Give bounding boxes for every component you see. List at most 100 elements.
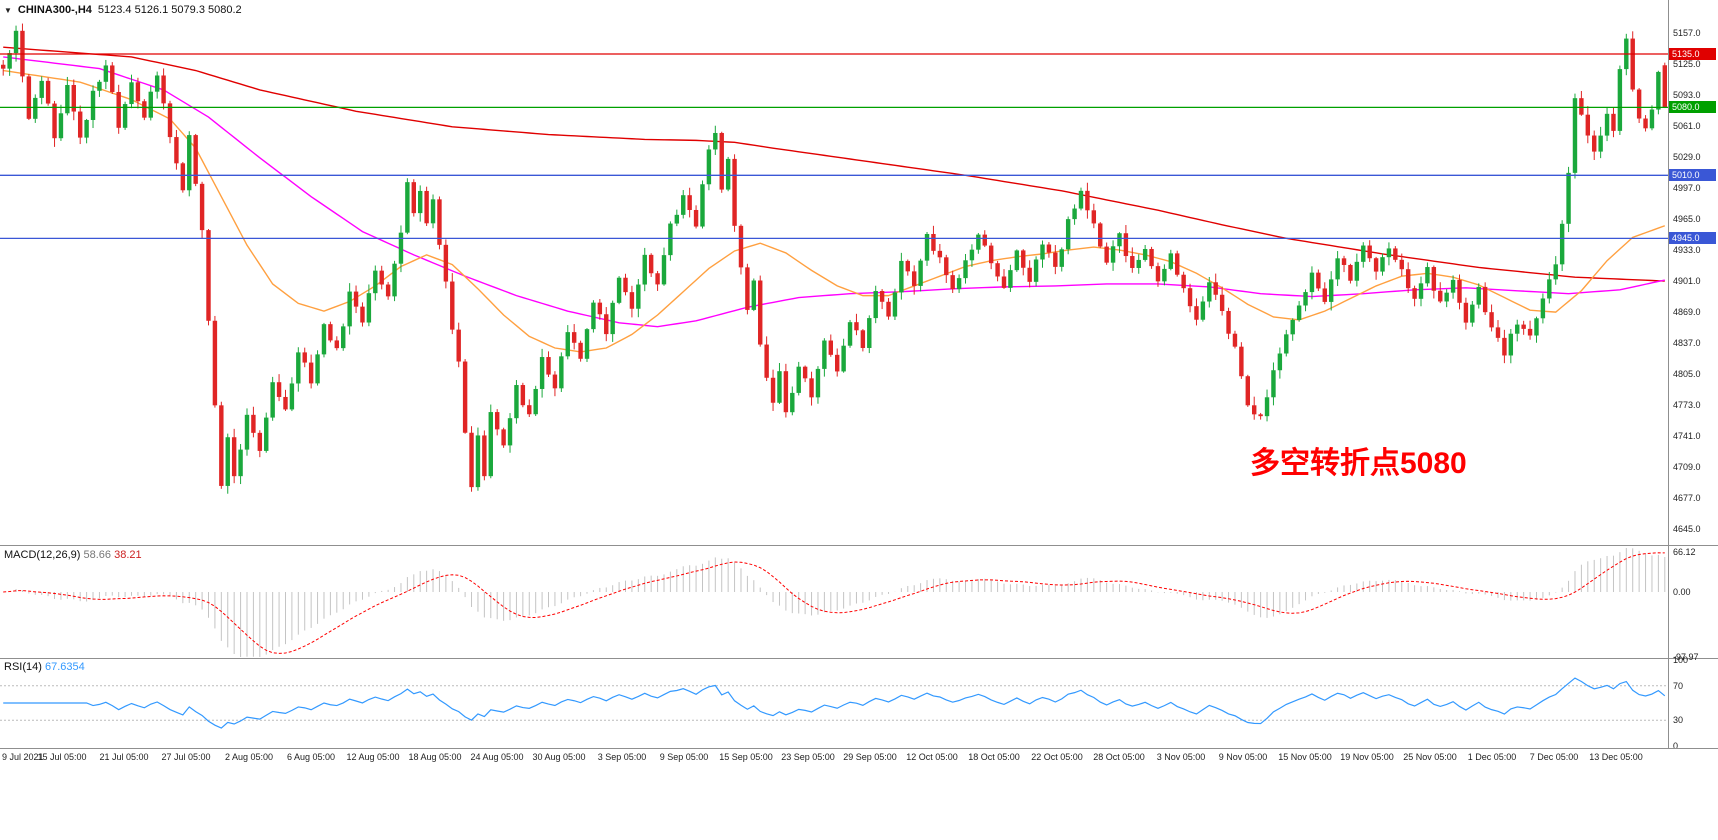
rsi-name: RSI(14)	[4, 661, 42, 673]
candle-body	[1547, 279, 1552, 299]
candle-body	[437, 199, 442, 245]
candle-body	[578, 342, 583, 359]
price-tag[interactable]: 5135.0	[1669, 48, 1716, 60]
candle-body	[1162, 268, 1167, 282]
candle-body	[873, 291, 878, 319]
candle-body	[1245, 376, 1250, 406]
candle-body	[1130, 256, 1135, 268]
price-tag[interactable]: 5010.0	[1669, 169, 1716, 181]
candle-body	[1361, 245, 1366, 262]
time-tick-label: 12 Aug 05:00	[346, 752, 400, 762]
candle-body	[398, 232, 404, 264]
candle-body	[206, 230, 211, 321]
candle-body	[482, 435, 487, 477]
candle-body	[1470, 304, 1475, 323]
candle-body	[97, 81, 102, 91]
price-tick-label: 5029.0	[1673, 152, 1701, 162]
time-tick-label: 3 Nov 05:00	[1156, 752, 1206, 762]
macd-indicator-label: MACD(12,26,9) 58.66 38.21	[4, 549, 142, 561]
panel-separator-macd[interactable]	[0, 545, 1718, 546]
candle-body	[732, 158, 737, 226]
candle-body	[1566, 172, 1571, 224]
candle-body	[58, 113, 64, 139]
time-tick-label: 13 Dec 05:00	[1589, 752, 1643, 762]
candle-body	[584, 329, 590, 359]
candle-body	[373, 270, 378, 294]
candle-body	[1065, 219, 1071, 250]
candle-body	[527, 405, 532, 415]
candle-body	[648, 254, 654, 274]
candle-body	[610, 302, 615, 335]
candle-body	[456, 329, 461, 362]
candle-body	[1636, 89, 1642, 119]
candle-body	[713, 132, 718, 150]
candle-body	[668, 223, 673, 256]
rsi-tick-label: 100	[1673, 655, 1689, 665]
candle-body	[597, 302, 603, 315]
rsi-indicator-label: RSI(14) 67.6354	[4, 661, 85, 673]
candle-body	[1142, 248, 1148, 260]
candle-body	[790, 392, 795, 413]
price-tick-label: 4709.0	[1673, 462, 1701, 472]
price-tag[interactable]: 5080.0	[1669, 101, 1716, 113]
price-axis[interactable]: 5157.0 5125.0 5093.0 5061.0 5029.0 4997.0 4965…	[1669, 0, 1718, 840]
time-tick-label: 29 Sep 05:00	[843, 752, 897, 762]
candle-body	[116, 91, 121, 128]
candle-body	[976, 234, 981, 250]
candle-body	[982, 234, 987, 246]
candle-body	[674, 214, 680, 224]
candle-body	[1258, 414, 1263, 417]
candle-body	[1418, 283, 1424, 299]
candle-body	[1027, 267, 1032, 282]
candle-body	[1194, 306, 1199, 320]
time-tick-label: 9 Jul 2021	[2, 752, 44, 762]
price-tick-label: 4741.0	[1673, 431, 1701, 441]
candle-body	[1, 64, 6, 69]
candle-body	[745, 267, 750, 310]
candle-body	[1001, 276, 1007, 288]
candle-body	[783, 371, 789, 413]
candle-body	[507, 418, 513, 446]
candle-body	[822, 340, 827, 369]
macd-main-value: 58.66	[83, 549, 112, 561]
candle-body	[539, 357, 545, 389]
symbol-dropdown-icon[interactable]: ▼	[4, 5, 12, 15]
candle-body	[1527, 328, 1533, 336]
candle-body	[84, 119, 89, 138]
candle-body	[758, 280, 763, 345]
time-axis[interactable]: 9 Jul 2021 15 Jul 05:00 21 Jul 05:00 27 Jul…	[0, 748, 1718, 764]
candle-body	[1059, 249, 1064, 267]
macd-tick-label: -97.97	[1673, 652, 1699, 662]
time-tick-label: 22 Oct 05:00	[1031, 752, 1083, 762]
overlay-ma-mid	[3, 56, 1665, 328]
candle-body	[174, 137, 179, 164]
candle-body	[770, 377, 776, 403]
candle-body	[276, 382, 282, 397]
candle-body	[1098, 223, 1103, 247]
candle-body	[315, 354, 320, 384]
candle-body	[1604, 113, 1610, 136]
panel-separator-rsi[interactable]	[0, 658, 1718, 659]
candle-body	[1444, 292, 1449, 302]
candle-body	[1656, 71, 1661, 110]
candle-body	[950, 275, 955, 290]
candle-body	[1110, 246, 1116, 263]
candle-body	[1264, 397, 1270, 417]
candle-body	[777, 371, 782, 403]
candle-body	[1476, 286, 1481, 305]
candle-body	[937, 250, 943, 258]
candle-body	[161, 75, 166, 104]
price-tick-label: 5093.0	[1673, 90, 1701, 100]
candle-body	[1399, 259, 1404, 270]
candle-body	[462, 361, 468, 433]
candle-body	[879, 291, 885, 302]
candle-body	[1611, 113, 1616, 131]
candle-body	[931, 233, 936, 251]
price-tick-label: 4805.0	[1673, 369, 1701, 379]
price-tag[interactable]: 4945.0	[1669, 232, 1716, 244]
time-tick-label: 12 Oct 05:00	[906, 752, 958, 762]
candle-body	[1078, 190, 1084, 209]
candle-body	[443, 244, 449, 282]
candle-body	[1579, 98, 1584, 115]
